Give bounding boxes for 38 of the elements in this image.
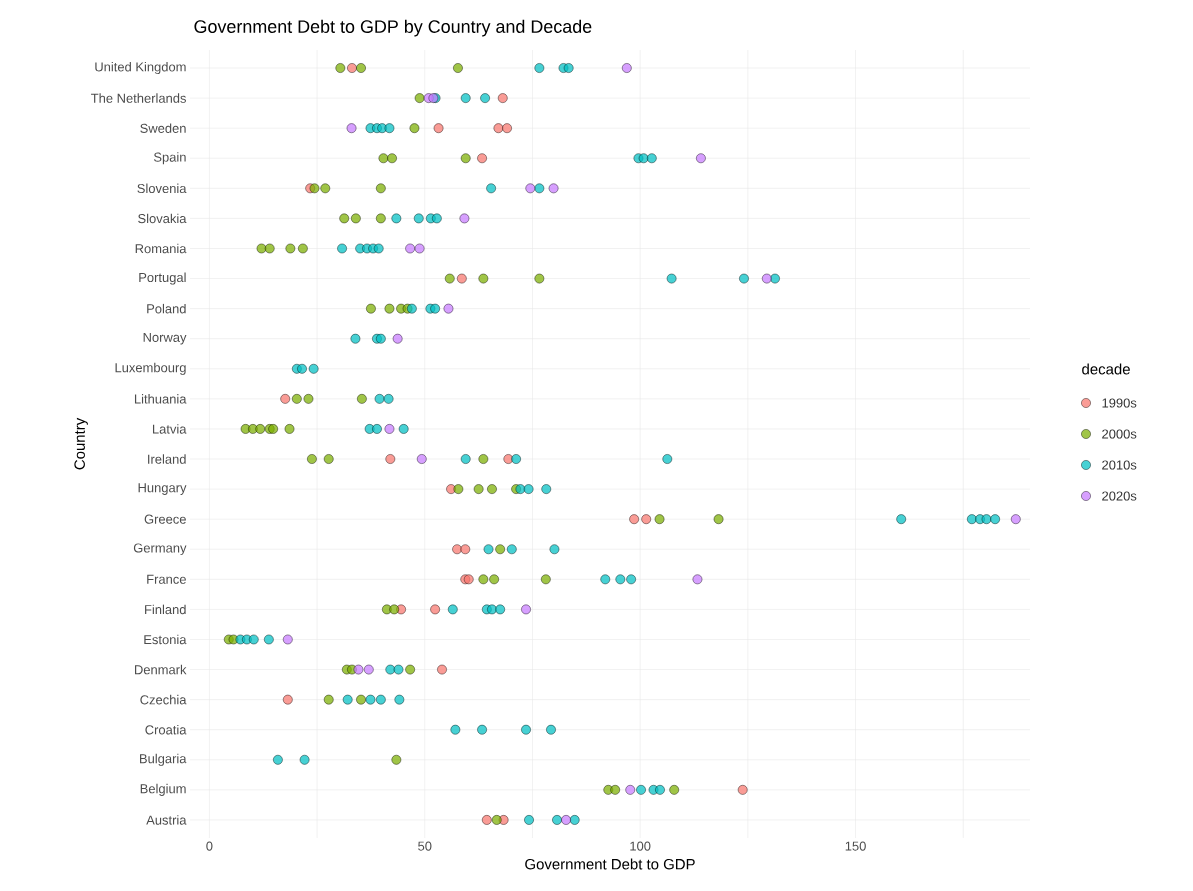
y-tick-label: Croatia: [145, 724, 187, 735]
x-tick-label: 100: [630, 841, 651, 851]
y-tick-label: Belgium: [140, 783, 186, 796]
y-tick-label: Bulgaria: [140, 753, 187, 766]
y-tick-label: Finland: [145, 604, 186, 615]
y-tick-label: Romania: [135, 243, 187, 254]
y-tick-label: Hungary: [138, 483, 187, 495]
y-tick-label: France: [147, 574, 186, 584]
y-tick-label: Poland: [147, 303, 186, 314]
y-tick-label: Greece: [144, 514, 186, 524]
y-tick-label: Estonia: [144, 634, 187, 645]
y-tick-label: Portugal: [139, 272, 186, 285]
y-tick-label: United Kingdom: [95, 61, 186, 75]
y-tick-label: Luxembourg: [115, 362, 186, 375]
y-tick-label: Denmark: [135, 664, 187, 675]
y-tick-label: Germany: [133, 543, 187, 556]
y-tick-label: Sweden: [140, 123, 186, 133]
legend-label: 1990s: [1102, 398, 1137, 408]
y-tick-label: Lithuania: [134, 394, 187, 404]
y-tick-label: Slovenia: [137, 183, 187, 194]
y-tick-label: Czechia: [140, 694, 187, 705]
y-tick-label: Latvia: [152, 424, 187, 434]
x-tick-label: 0: [206, 841, 213, 851]
x-tick-label: 50: [418, 841, 432, 851]
legend-label: 2020s: [1102, 491, 1137, 501]
y-tick-label: Austria: [146, 815, 187, 825]
legend-title: decade: [1082, 363, 1130, 375]
y-tick-label: Norway: [143, 332, 187, 345]
y-tick-label: Spain: [153, 152, 186, 165]
x-axis-title: Government Debt to GDP: [525, 858, 695, 870]
chart-title: Government Debt to GDP by Country and Decade: [194, 19, 592, 37]
y-tick-label: Ireland: [148, 454, 186, 464]
y-axis-title: Country: [74, 417, 88, 470]
legend-label: 2010s: [1102, 460, 1137, 470]
x-tick-label: 150: [845, 841, 866, 851]
y-tick-label: The Netherlands: [91, 93, 186, 103]
legend-label: 2000s: [1102, 429, 1137, 439]
y-tick-label: Slovakia: [138, 213, 187, 224]
